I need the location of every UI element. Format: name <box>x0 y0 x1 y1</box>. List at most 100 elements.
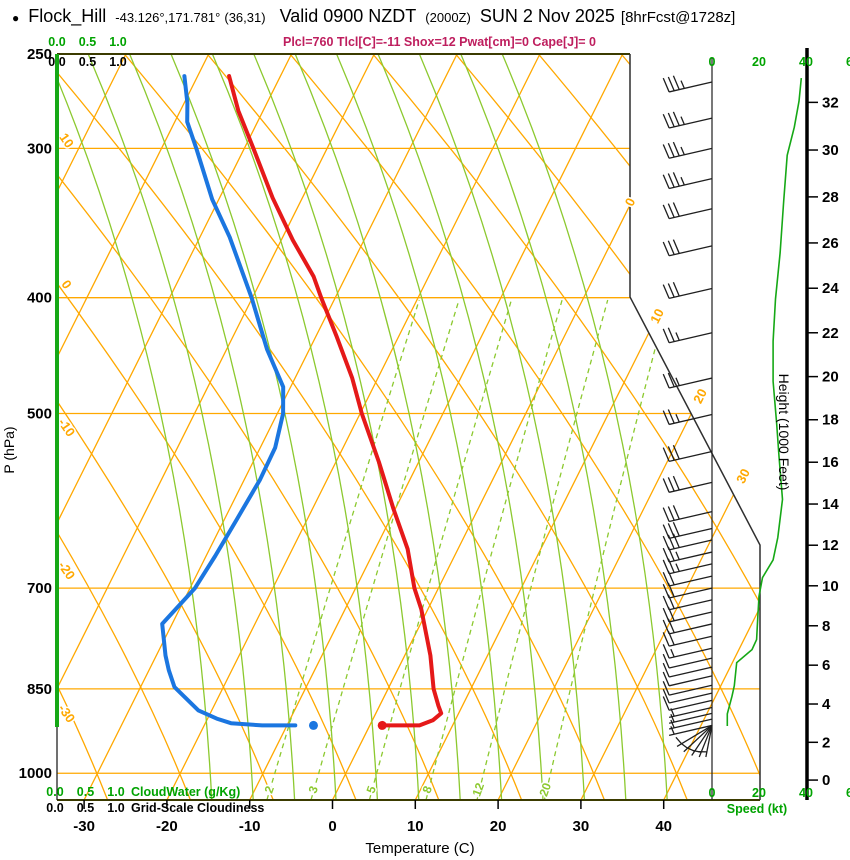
barb-feather-half <box>680 146 685 156</box>
wind-barbs <box>662 75 713 758</box>
cloudwater-tick-label: 1.0 <box>107 785 124 799</box>
isotherm-line <box>83 54 458 800</box>
barb-feather-full <box>667 618 675 633</box>
barb-feather-full <box>662 696 670 711</box>
wind-barb <box>662 172 713 190</box>
barb-feather-full <box>667 570 675 586</box>
barb-shaft <box>668 623 713 635</box>
barb-shaft <box>668 692 713 704</box>
temperature-axis-title: Temperature (C) <box>365 840 474 857</box>
barb-feather-full <box>672 475 680 491</box>
cloudwater-tick-label: 0.5 <box>79 35 96 49</box>
barb-shaft <box>668 724 713 736</box>
dry-adiabat-line <box>57 54 109 800</box>
wind-barb <box>662 696 713 711</box>
barb-feather-full <box>662 447 670 462</box>
barb-feather-half <box>675 332 680 341</box>
wind-barb <box>675 724 713 747</box>
wind-barb <box>662 475 713 493</box>
sounding-curves <box>160 74 444 730</box>
wind-barb <box>662 111 713 129</box>
mixing-ratio-line <box>368 299 513 800</box>
barb-feather-half <box>680 116 685 125</box>
wind-barb <box>662 327 713 344</box>
temp-tick-label: 10 <box>407 818 424 835</box>
skewt-grid <box>57 54 760 800</box>
station-coords: -43.126°,171.781° <box>115 10 221 25</box>
wind-barb <box>662 75 713 93</box>
temp-tick-label: -20 <box>156 818 178 835</box>
barb-feather-full <box>662 77 670 93</box>
wind-barb <box>662 681 713 696</box>
pressure-tick-label: 700 <box>27 580 52 597</box>
isotherm-label: 30 <box>733 466 753 486</box>
dry-adiabat-label: 10 <box>56 130 77 150</box>
isotherm-line <box>57 54 293 800</box>
barb-shaft <box>668 510 713 523</box>
mixing-ratio-line <box>476 299 609 800</box>
barb-feather-half <box>670 648 675 658</box>
pressure-tick-label: 850 <box>27 681 52 698</box>
cloudwater-tick-label: 1.0 <box>109 35 126 49</box>
wind-barb <box>662 202 713 220</box>
station-bullet-icon: ● <box>12 11 20 25</box>
moist-adiabat-line <box>57 54 213 800</box>
isotherm-line <box>580 54 760 800</box>
isotherm-line <box>166 54 541 800</box>
barb-feather-full <box>672 111 680 126</box>
barb-shaft <box>668 599 713 611</box>
barb-shaft <box>668 611 713 623</box>
height-tick-label: 30 <box>822 142 839 159</box>
barb-feather-full <box>667 594 675 609</box>
valid-date: SUN 2 Nov 2025 <box>479 6 615 26</box>
wind-barb <box>662 688 713 704</box>
cloudiness-tick-label: 1.0 <box>107 801 124 815</box>
moist-adiabat-line <box>170 54 337 800</box>
barb-feather-full <box>667 558 675 573</box>
barb-feather-full <box>672 141 680 157</box>
barb-feather-half <box>675 414 680 423</box>
barb-feather-full <box>662 671 670 687</box>
wind-barb <box>662 372 713 389</box>
barb-feather-full <box>662 688 670 704</box>
speed-tick-label: 60 <box>846 55 850 69</box>
height-tick-label: 4 <box>822 696 831 713</box>
isotherm-label: 20 <box>690 386 710 406</box>
barb-feather-full <box>667 446 675 461</box>
moist-adiabat-line <box>418 54 586 800</box>
dry-adiabat-line <box>620 54 760 800</box>
speed-profile-curve <box>726 78 803 726</box>
barb-feather-half <box>675 736 683 745</box>
barb-feather-full <box>672 521 680 537</box>
dry-adiabat-line <box>206 54 688 800</box>
mixing-ratio-label: 12 <box>469 781 487 799</box>
speed-tick-label: 0 <box>709 55 716 69</box>
forecast-tag: [8hrFcst@1728z] <box>620 9 736 26</box>
barb-feather-full <box>667 582 675 598</box>
height-tick-label: 2 <box>822 734 830 751</box>
barb-shaft <box>676 724 713 747</box>
barb-feather-full <box>667 203 675 218</box>
isotherm-line <box>497 54 760 800</box>
height-tick-label: 8 <box>822 618 830 635</box>
speed-tick-label: 40 <box>799 786 813 800</box>
temp-tick-label: 20 <box>490 818 507 835</box>
wind-barb <box>662 521 713 540</box>
barb-feather-full <box>672 202 680 217</box>
barb-feather-full <box>662 113 670 129</box>
barb-feather-full <box>667 506 675 521</box>
barb-feather-full <box>672 75 680 90</box>
height-tick-label: 12 <box>822 537 839 554</box>
barb-shaft <box>668 147 713 159</box>
mixing-ratio-label: 20 <box>536 781 554 799</box>
dry-adiabat-line <box>289 54 760 800</box>
station-grid-point: (36,31) <box>224 10 266 25</box>
moist-adiabat-line <box>294 54 461 800</box>
cloudiness-tick-label: 1.0 <box>109 55 126 69</box>
barb-feather-full <box>667 630 675 646</box>
barb-shaft <box>668 450 713 463</box>
barb-feather-full <box>672 172 680 187</box>
